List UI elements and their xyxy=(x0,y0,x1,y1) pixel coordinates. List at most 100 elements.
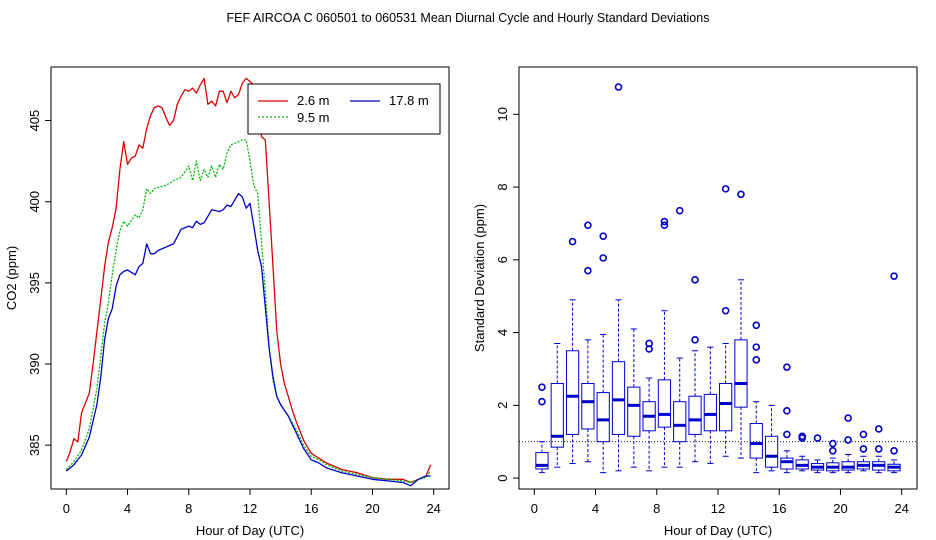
right-x-tick-label: 0 xyxy=(531,501,538,516)
box-hour-12.5 xyxy=(719,185,733,457)
left-series-group xyxy=(65,77,432,487)
outlier-point xyxy=(859,445,868,453)
iqr-box xyxy=(627,386,641,437)
box-hour-14.5 xyxy=(749,321,763,474)
left-x-tick-label: 20 xyxy=(365,501,379,516)
box-hour-5.5 xyxy=(611,83,626,472)
outlier-point xyxy=(752,356,761,364)
right-y-tick-label: 8 xyxy=(495,183,510,190)
outlier-point xyxy=(859,430,868,439)
outlier-point xyxy=(675,206,684,215)
outlier-point xyxy=(783,406,791,415)
series-line-2.6m xyxy=(65,77,432,484)
right-y-axis-label: Standard Deviation (ppm) xyxy=(472,204,487,352)
iqr-box xyxy=(688,395,702,435)
outlier-point xyxy=(584,221,592,230)
series-line-9.5m xyxy=(65,139,432,484)
outlier-point xyxy=(798,432,806,441)
box-hour-20.5 xyxy=(841,414,855,474)
box-hour-19.5 xyxy=(826,439,840,474)
right-x-tick-label: 16 xyxy=(772,501,786,516)
right-x-tick-label: 12 xyxy=(711,501,725,516)
iqr-box xyxy=(673,401,687,443)
left-y-tick-label: 405 xyxy=(27,110,42,132)
iqr-box xyxy=(550,383,564,448)
outlier-point xyxy=(614,83,623,91)
box-hour-10.5 xyxy=(688,276,702,463)
legend-label-17.8m: 17.8 m xyxy=(389,93,429,108)
right-x-tick-label: 4 xyxy=(592,501,599,516)
box-hour-17.5 xyxy=(795,432,809,472)
outlier-point xyxy=(783,430,791,439)
left-x-tick-label: 12 xyxy=(243,501,257,516)
iqr-box xyxy=(657,379,672,428)
right-y-tick-label: 6 xyxy=(495,256,510,263)
right-x-tick-label: 24 xyxy=(894,501,908,516)
box-hour-9.5 xyxy=(673,206,687,468)
box-hour-0.5 xyxy=(535,383,549,474)
left-y-tick-label: 385 xyxy=(27,434,42,456)
outlier-point xyxy=(599,254,607,262)
box-hour-6.5 xyxy=(627,328,641,468)
outlier-point xyxy=(874,425,883,433)
left-y-axis-label: CO2 (ppm) xyxy=(4,246,19,310)
box-hour-11.5 xyxy=(703,346,717,465)
box-hour-13.5 xyxy=(734,190,748,459)
outlier-point xyxy=(538,397,546,406)
iqr-box xyxy=(734,339,748,408)
left-y-tick-label: 390 xyxy=(27,353,42,375)
outlier-point xyxy=(584,266,592,275)
right-x-axis-label: Hour of Day (UTC) xyxy=(664,523,772,538)
outlier-point xyxy=(829,439,837,448)
left-y-tick-label: 400 xyxy=(27,191,42,213)
iqr-box xyxy=(596,392,610,443)
right-y-tick-label: 10 xyxy=(495,107,510,121)
outlier-point xyxy=(691,276,699,284)
outlier-point xyxy=(829,447,837,455)
outlier-point xyxy=(599,232,607,240)
right-boxes-group xyxy=(519,83,917,474)
outlier-point xyxy=(691,336,699,344)
left-panel-co2-diurnal: 0 4 8 12 16 20 24 385 390 395 400 405 Hour of Day (… xyxy=(4,66,450,538)
left-x-tick-label: 16 xyxy=(304,501,318,516)
box-hour-4.5 xyxy=(596,232,610,474)
outlier-point xyxy=(844,414,852,422)
left-x-tick-label: 4 xyxy=(124,501,131,516)
outlier-point xyxy=(813,434,822,442)
left-y-tick-label: 395 xyxy=(27,272,42,294)
box-hour-21.5 xyxy=(856,430,871,472)
outlier-point xyxy=(890,272,898,280)
outlier-point xyxy=(660,221,669,230)
series-line-17.8m xyxy=(65,192,431,487)
left-x-tick-label: 0 xyxy=(63,501,70,516)
right-x-tick-label: 20 xyxy=(833,501,847,516)
outlier-point xyxy=(752,321,761,330)
box-hour-23.5 xyxy=(887,272,901,474)
iqr-box xyxy=(764,435,779,468)
box-hour-15.5 xyxy=(764,404,779,472)
figure-title: FEF AIRCOA C 060501 to 060531 Mean Diurn… xyxy=(227,11,710,25)
iqr-box xyxy=(565,350,580,435)
outlier-point xyxy=(645,339,653,348)
outlier-point xyxy=(538,383,546,391)
box-hour-16.5 xyxy=(780,363,794,474)
iqr-box xyxy=(749,423,763,459)
right-y-tick-label: 0 xyxy=(495,474,510,481)
outlier-point xyxy=(737,190,745,199)
box-hour-3.5 xyxy=(581,221,595,463)
left-legend: 2.6 m 9.5 m 17.8 m xyxy=(247,83,441,135)
iqr-box xyxy=(535,452,549,470)
right-x-tick-label: 8 xyxy=(653,501,660,516)
iqr-box xyxy=(581,383,595,430)
box-hour-8.5 xyxy=(657,217,672,468)
left-x-axis-label: Hour of Day (UTC) xyxy=(196,523,304,538)
box-hour-2.5 xyxy=(565,237,580,465)
box-hour-7.5 xyxy=(642,339,656,472)
outlier-point xyxy=(660,217,669,226)
box-hour-18.5 xyxy=(810,434,825,474)
left-axes: 0 4 8 12 16 20 24 385 390 395 400 405 xyxy=(27,110,441,516)
iqr-box xyxy=(703,393,717,432)
